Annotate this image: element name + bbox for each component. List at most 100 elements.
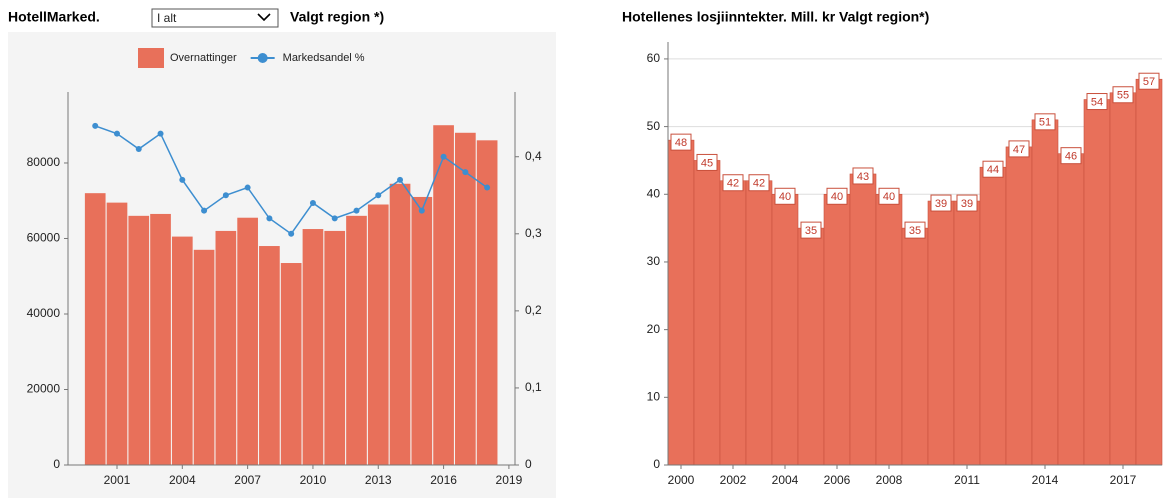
data-label-box	[956, 194, 978, 212]
y2-tick-label: 0	[525, 457, 532, 471]
bar	[1031, 119, 1059, 466]
point	[397, 176, 404, 183]
chart-title: Hotellenes losjiinntekter. Mill. kr Valg…	[622, 9, 929, 25]
chart-subtitle: Valgt region *)	[290, 9, 384, 25]
data-label: 44	[987, 164, 999, 176]
data-label: 48	[675, 137, 687, 149]
data-label-box	[930, 194, 952, 212]
data-label-box	[1034, 113, 1056, 131]
bar	[150, 213, 171, 465]
data-label: 42	[727, 178, 739, 190]
bar	[849, 173, 877, 466]
data-label: 40	[779, 191, 791, 203]
data-label: 51	[1039, 117, 1051, 129]
x-tick-label: 2006	[824, 473, 851, 487]
data-label-box	[748, 174, 770, 192]
dropdown-chevron[interactable]	[257, 13, 271, 22]
legend-swatch	[257, 53, 268, 63]
x-tick-label: 2017	[1110, 473, 1137, 487]
y2-tick-label: 0,4	[525, 149, 542, 163]
data-label: 57	[1143, 76, 1155, 88]
y-tick-label: 0	[653, 457, 660, 471]
chart-title: HotellMarked.	[8, 9, 100, 25]
bar	[346, 215, 367, 465]
y-tick-label: 60	[647, 51, 661, 65]
point	[222, 192, 229, 199]
data-label-box	[878, 187, 900, 205]
bar	[953, 200, 981, 466]
data-label-box	[1112, 86, 1134, 104]
dropdown-box[interactable]	[151, 8, 279, 28]
data-label: 40	[883, 191, 895, 203]
x-tick-label: 2004	[169, 473, 196, 487]
data-label-box	[722, 174, 744, 192]
data-label-box	[670, 133, 692, 151]
data-label-box	[826, 187, 848, 205]
data-label: 39	[935, 198, 947, 210]
point	[201, 207, 208, 214]
data-label-box	[1008, 140, 1030, 158]
point	[113, 130, 120, 137]
bar	[411, 196, 433, 466]
data-label-box	[1138, 72, 1160, 90]
x-tick-label: 2019	[496, 473, 523, 487]
point	[353, 207, 360, 214]
data-label-box	[800, 221, 822, 239]
point	[331, 215, 338, 222]
bar	[215, 230, 237, 465]
data-label-box	[1086, 93, 1108, 111]
x-tick-label: 2011	[954, 473, 980, 487]
y-tick-label: 30	[647, 254, 661, 268]
point	[462, 169, 469, 176]
data-label: 42	[753, 178, 765, 190]
bar	[259, 246, 280, 465]
data-label-box	[852, 167, 874, 185]
data-label-box	[1060, 147, 1082, 165]
x-tick-label: 2001	[104, 473, 131, 487]
x-tick-label: 2000	[668, 473, 695, 487]
bar	[302, 229, 324, 465]
bar	[84, 193, 106, 465]
y2-tick-label: 0,1	[525, 380, 542, 394]
data-label: 43	[857, 171, 869, 183]
bar	[476, 140, 498, 465]
data-label-box	[982, 160, 1004, 178]
point	[92, 122, 99, 129]
bar	[719, 180, 747, 466]
data-label: 35	[909, 225, 921, 237]
y-tick-label: 60000	[27, 231, 61, 245]
bar	[128, 215, 150, 465]
bar	[1109, 92, 1137, 466]
point	[157, 130, 164, 137]
dropdown-value[interactable]: I alt	[157, 11, 177, 25]
data-label: 47	[1013, 144, 1025, 156]
bar	[1083, 99, 1111, 466]
point	[418, 207, 425, 214]
x-tick-label: 2016	[430, 473, 457, 487]
y-tick-label: 40	[647, 186, 661, 200]
point	[244, 184, 251, 191]
bar	[171, 236, 193, 465]
bar	[1135, 78, 1163, 466]
bar	[823, 193, 851, 466]
y-tick-label: 0	[53, 457, 60, 471]
point	[288, 230, 295, 237]
point	[266, 215, 273, 222]
bar	[106, 202, 128, 465]
y-tick-label: 40000	[27, 306, 61, 320]
point	[179, 176, 186, 183]
y2-tick-label: 0,3	[525, 226, 542, 240]
dropdown[interactable]: I alt	[151, 8, 279, 28]
bar	[237, 217, 258, 465]
bar	[455, 132, 476, 465]
data-label: 40	[831, 191, 843, 203]
point	[484, 184, 491, 191]
data-label: 55	[1117, 90, 1129, 102]
y-tick-label: 20	[647, 322, 661, 336]
x-tick-label: 2013	[365, 473, 392, 487]
bar	[389, 183, 411, 466]
bar	[280, 263, 302, 465]
point	[375, 192, 382, 199]
bar	[875, 193, 903, 466]
